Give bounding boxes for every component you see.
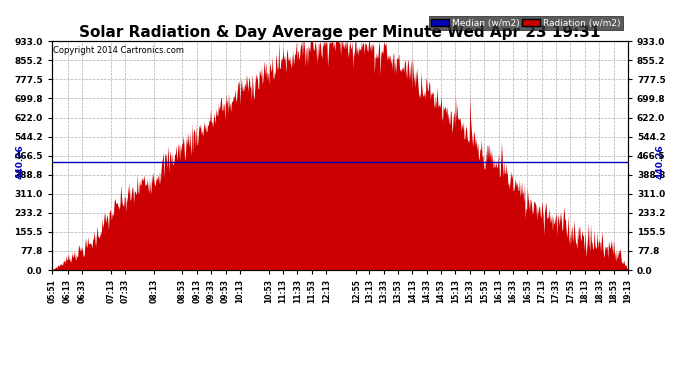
Legend: Median (w/m2), Radiation (w/m2): Median (w/m2), Radiation (w/m2) xyxy=(428,16,623,30)
Text: Copyright 2014 Cartronics.com: Copyright 2014 Cartronics.com xyxy=(53,46,184,55)
Title: Solar Radiation & Day Average per Minute Wed Apr 23 19:31: Solar Radiation & Day Average per Minute… xyxy=(79,25,600,40)
Text: 440.26: 440.26 xyxy=(16,145,25,179)
Text: 440.26: 440.26 xyxy=(655,145,664,179)
